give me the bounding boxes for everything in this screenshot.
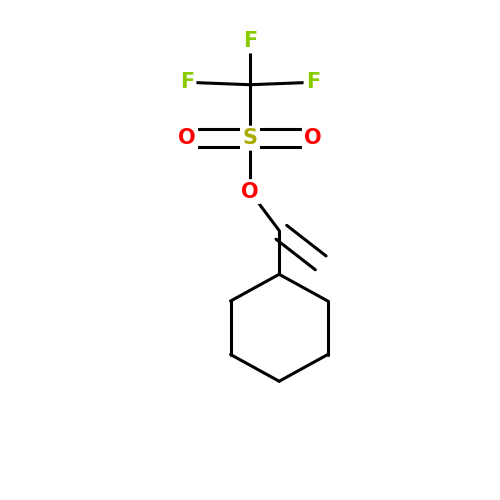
Text: O: O (241, 182, 259, 202)
Text: S: S (242, 128, 258, 148)
Text: F: F (180, 72, 194, 92)
Text: F: F (306, 72, 320, 92)
Text: F: F (243, 31, 257, 51)
Text: O: O (304, 128, 322, 148)
Text: O: O (178, 128, 196, 148)
